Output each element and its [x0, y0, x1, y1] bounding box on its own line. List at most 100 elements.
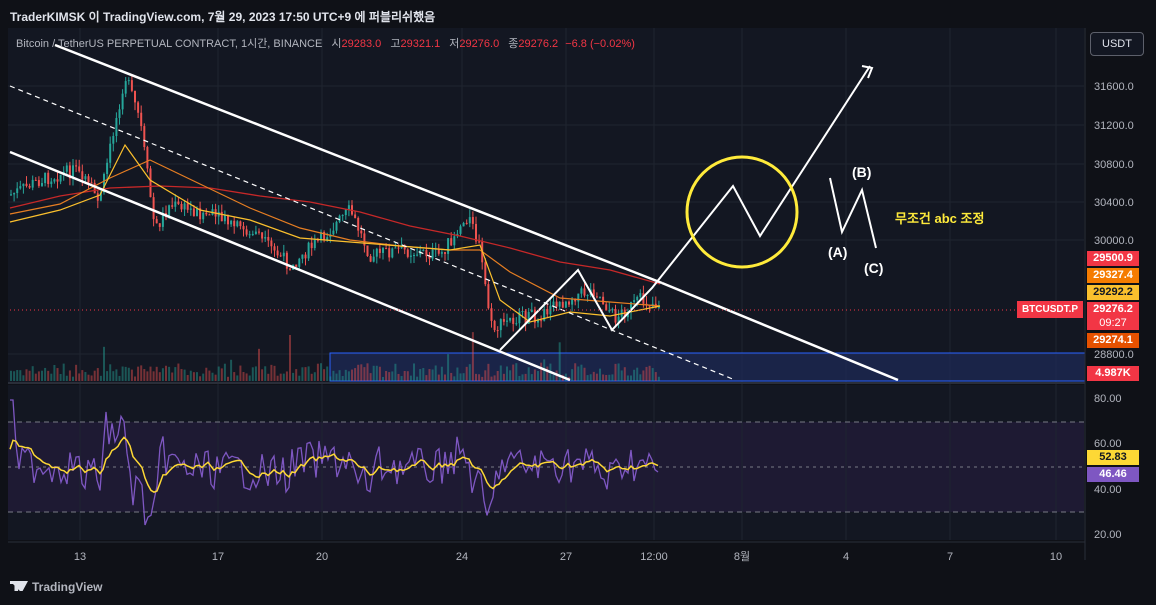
candle-body [143, 126, 146, 148]
volume-bar [50, 373, 53, 381]
price-tick: 30000.0 [1094, 235, 1134, 247]
candle-body [279, 255, 282, 257]
wave-projection-line[interactable] [499, 65, 871, 351]
highlight-circle[interactable] [685, 155, 799, 269]
volume-bar [90, 375, 93, 381]
volume-bar [96, 368, 99, 381]
price-tick: 30400.0 [1094, 197, 1134, 209]
volume-bar [214, 374, 217, 381]
volume-bar [620, 370, 623, 381]
wave-b-label[interactable]: (B) [852, 164, 872, 180]
candle-body [475, 223, 477, 242]
currency-button[interactable]: USDT [1090, 32, 1144, 56]
volume-bar [475, 373, 477, 381]
candle-body [462, 222, 465, 227]
channel-upper-line[interactable] [54, 43, 663, 285]
candle-body [533, 309, 536, 323]
volume-bar [53, 364, 56, 381]
symbol-legend[interactable]: Bitcoin / TetherUS PERPETUAL CONTRACT, 1… [16, 35, 635, 51]
candle-body [521, 310, 524, 312]
candle-body [375, 248, 378, 257]
volume-bar [298, 375, 301, 381]
candle-body [636, 296, 639, 301]
candle-body [385, 248, 388, 250]
volume-bar [558, 342, 561, 381]
volume-bar [338, 370, 341, 381]
volume-bar [152, 371, 155, 381]
candle-body [617, 316, 620, 323]
candle-body [413, 254, 415, 256]
volume-bar [320, 363, 322, 381]
volume-bar [230, 359, 233, 381]
candle-body [183, 203, 186, 210]
volume-bar [595, 373, 598, 381]
candle-body [78, 166, 81, 172]
close-label: 종 [508, 38, 519, 50]
candle-body [639, 293, 642, 297]
volume-bar [580, 364, 583, 381]
price-tick: 28800.0 [1094, 349, 1134, 361]
candle-body [437, 248, 440, 254]
volume-bar [434, 365, 437, 381]
volume-bar [301, 367, 304, 381]
candle-body [53, 179, 56, 182]
symbol-name: Bitcoin / TetherUS PERPETUAL CONTRACT, 1… [16, 38, 323, 50]
candle-body [155, 219, 158, 224]
candle-body [233, 220, 236, 227]
volume-bar [44, 367, 47, 381]
tradingview-footer[interactable]: TradingView [10, 580, 102, 594]
volume-bar [180, 369, 183, 381]
volume-bar [205, 367, 208, 381]
candle-body [499, 319, 502, 331]
candle-body [189, 208, 192, 210]
volume-bar [648, 365, 651, 381]
volume-bar [527, 367, 530, 381]
candle-body [186, 203, 189, 210]
abc-correction-line[interactable] [829, 177, 877, 249]
candle-body [558, 301, 561, 307]
volume-bar [47, 370, 50, 381]
candle-body [295, 264, 298, 267]
channel-lower-line[interactable] [9, 150, 571, 382]
volume-bars [10, 332, 660, 381]
candle-body [347, 205, 350, 210]
volume-bar [484, 370, 487, 381]
candle-body [267, 236, 270, 241]
korean-annotation[interactable]: 무조건 abc 조정 [895, 211, 985, 226]
rsi-tick: 20.00 [1094, 529, 1122, 541]
candle-body [605, 304, 608, 311]
volume-bar [630, 375, 632, 381]
volume-bar [196, 372, 198, 381]
candle-body [648, 305, 651, 307]
volume-bar [354, 368, 357, 381]
wave-c-label[interactable]: (C) [864, 260, 884, 276]
channel-mid-dashed[interactable] [9, 85, 736, 381]
candle-body [440, 252, 443, 254]
wave-a-label[interactable]: (A) [828, 244, 848, 260]
candle-body [530, 309, 533, 313]
rsi-badge: 46.46 [1087, 467, 1139, 482]
candle-body [65, 165, 68, 172]
candle-body [487, 284, 490, 309]
candle-body [196, 208, 198, 217]
candle-body [394, 247, 397, 249]
volume-bar [419, 369, 422, 381]
volume-badge: 4.987K [1087, 366, 1139, 381]
volume-bar [81, 370, 84, 381]
range-box[interactable] [329, 352, 1086, 382]
price-badge-orange: 29327.4 [1087, 268, 1139, 283]
volume-bar [456, 367, 459, 381]
volume-bar [227, 376, 229, 381]
candle-body [459, 226, 462, 234]
volume-bar [41, 370, 43, 381]
candle-body [50, 181, 53, 185]
volume-bar [93, 370, 96, 381]
candle-body [220, 211, 223, 222]
volume-bar [78, 373, 81, 381]
candle-body [140, 112, 143, 127]
channel-upper-extension[interactable] [661, 281, 899, 382]
price-badge-dark-orange: 29274.1 [1087, 333, 1139, 348]
volume-bar [617, 363, 620, 381]
volume-bar [292, 372, 295, 381]
